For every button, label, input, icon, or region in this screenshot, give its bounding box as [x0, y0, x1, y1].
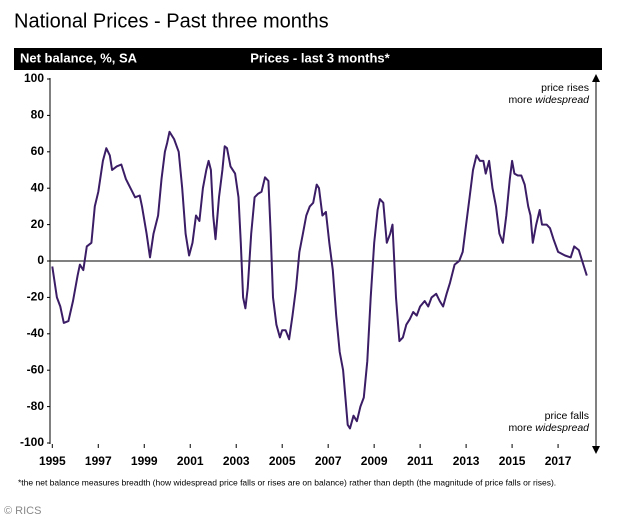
annotation-emphasis: widespread: [535, 94, 590, 106]
annotation: price falls: [545, 410, 589, 422]
y-tick-label: -60: [27, 362, 45, 376]
y-tick-label: -80: [27, 399, 45, 413]
y-tick-label: -20: [27, 290, 45, 304]
source: © RICS: [4, 505, 41, 517]
x-tick-label: 2017: [545, 454, 572, 468]
annotation: more widespread: [508, 94, 590, 106]
x-tick-label: 2013: [453, 454, 480, 468]
annotation: more widespread: [508, 422, 590, 434]
annotation: price rises: [541, 82, 589, 94]
x-tick-label: 2003: [223, 454, 250, 468]
annotation-part: more: [508, 94, 532, 106]
x-tick-label: 2011: [407, 454, 433, 468]
y-tick-label: -40: [27, 326, 45, 340]
y-tick-label: -100: [20, 435, 44, 449]
x-tick-label: 1999: [131, 454, 158, 468]
x-tick-label: 2001: [177, 454, 204, 468]
chart-title: National Prices - Past three months: [14, 10, 329, 32]
y-tick-label: 100: [24, 71, 44, 85]
y-tick-label: 20: [31, 217, 45, 231]
header-bar: [14, 48, 602, 70]
header-center: Prices - last 3 months*: [250, 50, 390, 65]
header-left: Net balance, %, SA: [20, 50, 138, 65]
y-tick-label: 0: [37, 253, 44, 267]
y-tick-label: 80: [31, 108, 45, 122]
x-tick-label: 2009: [361, 454, 388, 468]
x-tick-label: 2015: [499, 454, 526, 468]
y-tick-label: 60: [31, 144, 45, 158]
footnote: *the net balance measures breadth (how w…: [18, 477, 556, 487]
x-tick-label: 1995: [39, 454, 66, 468]
data-line: [51, 130, 588, 430]
x-tick-label: 1997: [85, 454, 112, 468]
x-tick-label: 2005: [269, 454, 296, 468]
annotation-part: more: [508, 422, 532, 434]
x-tick-label: 2007: [315, 454, 342, 468]
y-tick-label: 40: [31, 180, 45, 194]
annotation-emphasis: widespread: [535, 422, 590, 434]
